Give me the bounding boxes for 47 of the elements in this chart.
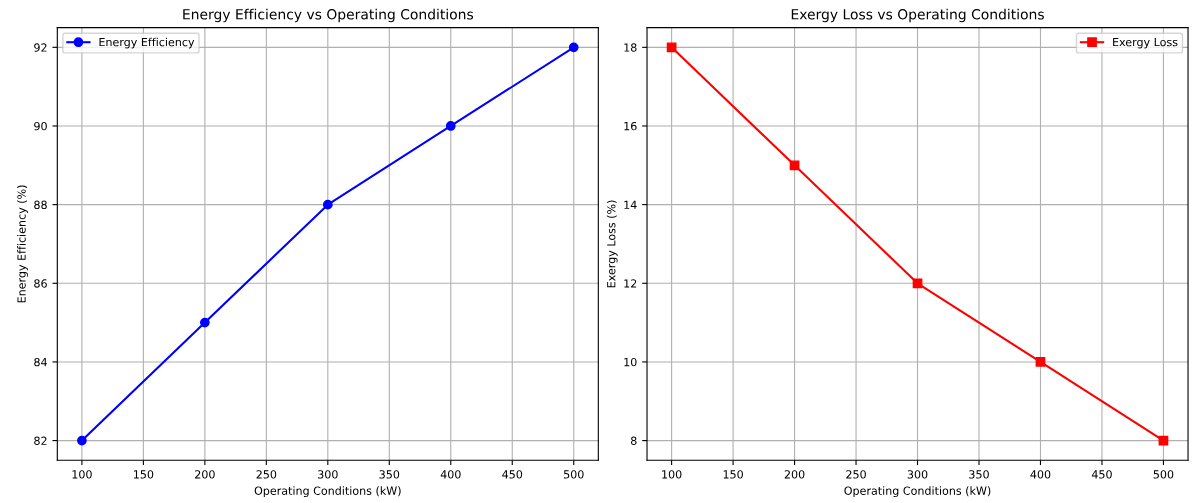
legend-label: Energy Efficiency: [99, 37, 195, 49]
y-axis-title: Exergy Loss (%): [606, 200, 618, 288]
point: [322, 199, 333, 210]
point: [666, 42, 677, 53]
x-tick-label: 350: [969, 470, 989, 479]
x-tick-label: 400: [1030, 470, 1051, 479]
y-tick-label: 12: [624, 279, 637, 288]
chart-title: Energy Efficiency vs Operating Conditions: [183, 8, 474, 23]
y-tick-label: 8: [630, 436, 637, 445]
point: [789, 160, 800, 171]
x-tick-label: 500: [1153, 470, 1174, 479]
x-tick-label: 450: [502, 470, 523, 479]
y-tick-label: 88: [34, 200, 47, 210]
x-tick-label: 200: [195, 470, 215, 479]
x-tick-label: 400: [440, 470, 461, 479]
x-tick-label: 250: [256, 470, 277, 479]
y-axis-title: Energy Efficiency (%): [17, 185, 28, 303]
point: [445, 121, 456, 131]
chart-title: Exergy Loss vs Operating Conditions: [791, 8, 1044, 23]
x-tick-label: 300: [318, 470, 338, 479]
x-tick-label: 250: [846, 470, 866, 479]
x-tick-label: 200: [784, 470, 805, 479]
x-tick-label: 100: [72, 470, 92, 479]
y-tick-label: 82: [34, 436, 47, 445]
y-tick-label: 90: [34, 121, 47, 131]
point: [1035, 357, 1046, 367]
x-tick-label: 350: [379, 470, 400, 479]
x-tick-label: 150: [134, 470, 154, 479]
point: [568, 42, 579, 53]
point: [77, 435, 87, 446]
y-tick-label: 84: [34, 357, 47, 367]
y-tick-label: 10: [624, 357, 637, 367]
y-tick-label: 18: [624, 43, 637, 52]
x-tick-label: 150: [723, 470, 743, 479]
x-tick-label: 300: [907, 470, 928, 479]
x-tick-label: 100: [662, 470, 682, 479]
legend-label: Exergy Loss: [1113, 38, 1178, 49]
x-tick-label: 450: [1091, 470, 1112, 479]
x-tick-label: 500: [563, 470, 584, 479]
x-axis-title: Operating Conditions (kW): [254, 486, 401, 498]
y-tick-label: 92: [34, 43, 47, 52]
point: [199, 317, 210, 328]
y-tick-label: 14: [624, 200, 637, 209]
x-axis-title: Operating Conditions (kW): [844, 486, 991, 498]
y-tick-label: 86: [34, 279, 47, 288]
point: [912, 278, 923, 289]
y-tick-label: 16: [624, 121, 637, 131]
